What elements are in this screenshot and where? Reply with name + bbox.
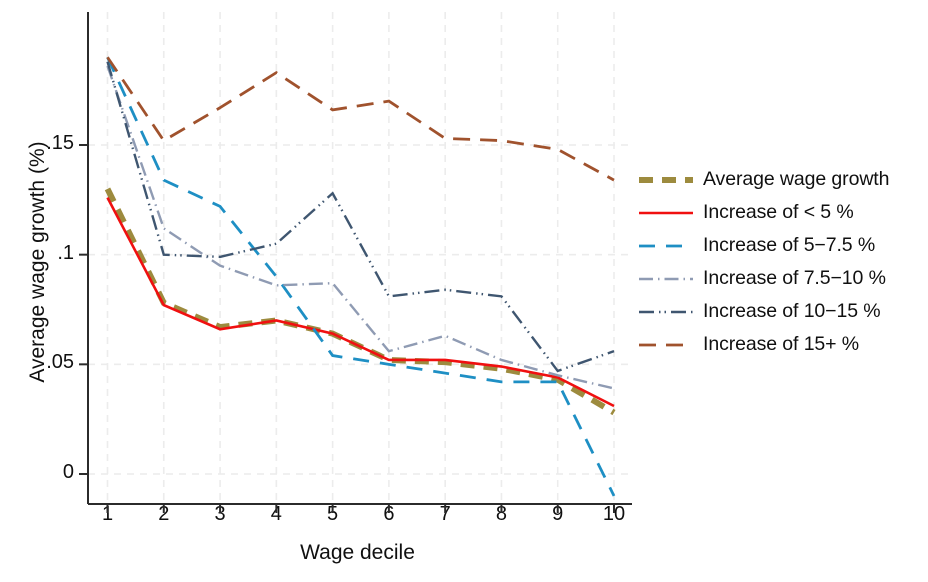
y-tick-label: .05	[46, 351, 74, 374]
y-tick-label: .15	[46, 132, 74, 154]
x-tick-label: 7	[439, 503, 451, 525]
x-tick-label: 5	[327, 503, 339, 525]
x-tick-label: 9	[552, 503, 564, 525]
series-line-3	[106, 65, 615, 390]
legend-label: Increase of 5−7.5 %	[703, 234, 876, 256]
legend-key-swatch	[638, 239, 694, 253]
legend-item[interactable]: Increase of 5−7.5 %	[638, 232, 889, 259]
chart-legend: Average wage growth Increase of < 5 % Incr…	[638, 166, 889, 358]
legend-key-swatch	[638, 305, 694, 319]
legend-item[interactable]: Average wage growth	[638, 166, 889, 193]
y-tick-label: .1	[57, 241, 74, 264]
legend-item[interactable]: Increase of 10−15 %	[638, 298, 889, 325]
x-tick-label: 6	[383, 503, 395, 525]
legend-label: Increase of 7.5−10 %	[703, 267, 886, 289]
x-tick-label: 3	[214, 503, 226, 525]
legend-key-swatch	[638, 206, 694, 220]
x-tick-label: 4	[270, 503, 282, 525]
legend-label: Increase of 15+ %	[703, 333, 860, 355]
x-tick-label: 8	[495, 503, 507, 525]
x-tick-label: 1	[101, 503, 114, 525]
legend-label: Increase of 10−15 %	[703, 300, 881, 322]
y-tick-label: 0	[62, 461, 74, 483]
series-line-1	[106, 197, 615, 408]
series-line-5	[106, 56, 615, 182]
legend-item[interactable]: Increase of 7.5−10 %	[638, 265, 889, 292]
x-axis-title: Wage decile	[300, 541, 415, 564]
legend-key-swatch	[638, 272, 694, 286]
legend-key-swatch	[638, 173, 694, 187]
legend-key-swatch	[638, 338, 694, 352]
gridlines	[88, 12, 632, 504]
legend-item[interactable]: Increase of 15+ %	[638, 331, 889, 358]
series-line-4	[106, 61, 615, 373]
axis-lines	[79, 12, 632, 513]
legend-label: Average wage growth	[703, 168, 890, 190]
series-line-0	[104, 187, 616, 416]
legend-item[interactable]: Increase of < 5 %	[638, 199, 889, 226]
x-tick-label: 10	[602, 503, 626, 525]
legend-label: Increase of < 5 %	[703, 201, 854, 223]
data-series-layer	[104, 56, 616, 497]
series-line-2	[106, 56, 616, 497]
x-tick-label: 2	[158, 503, 170, 525]
